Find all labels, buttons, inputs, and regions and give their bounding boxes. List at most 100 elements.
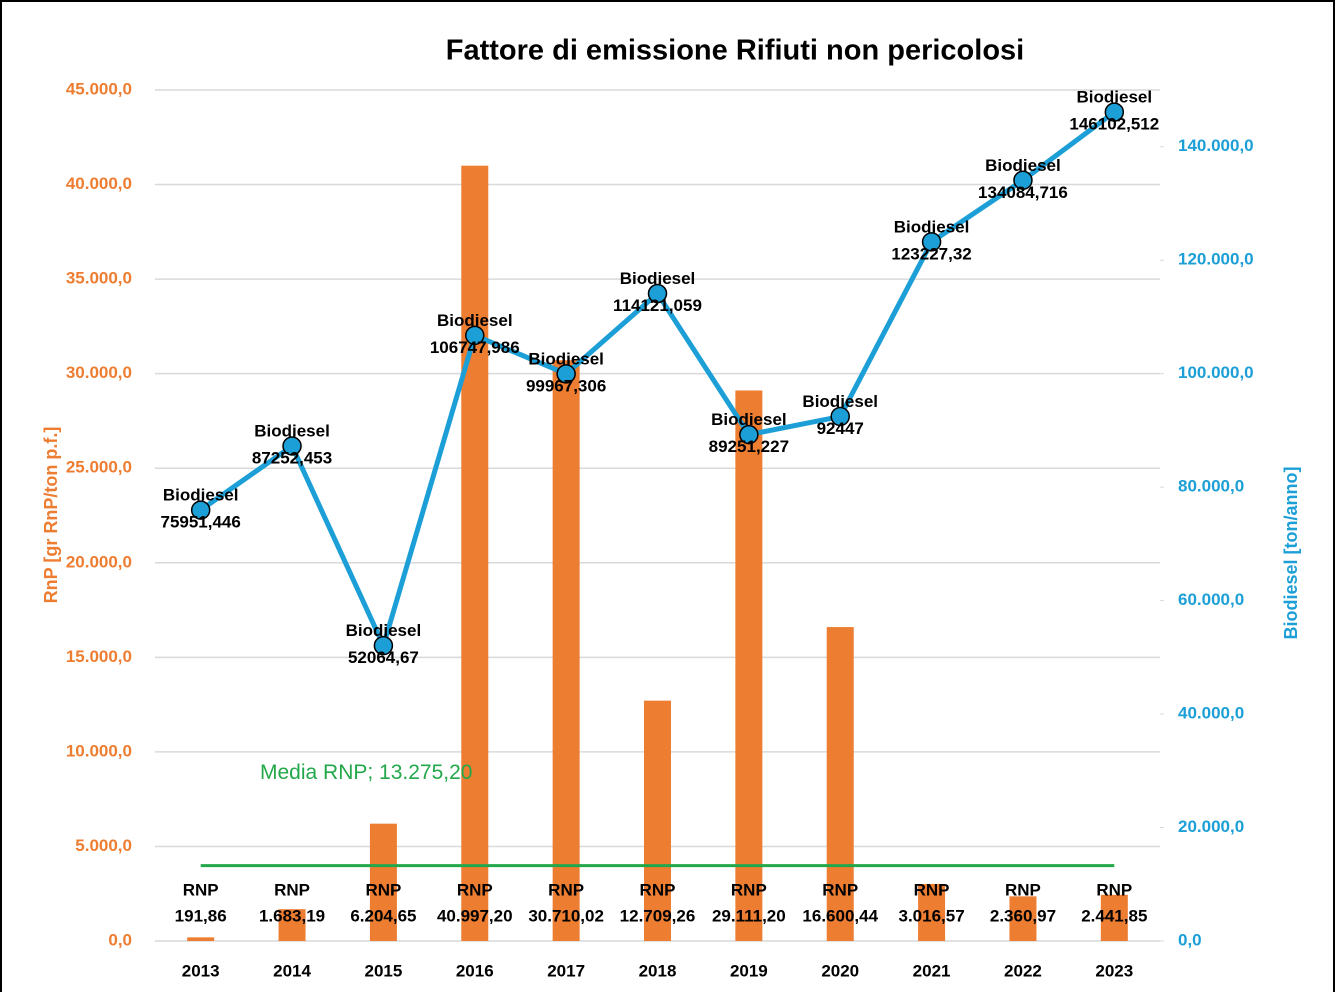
x-tick-label: 2022 — [1004, 961, 1042, 980]
x-tick-label: 2020 — [821, 961, 859, 980]
line-label-name: Biodiesel — [437, 311, 513, 330]
line-label-name: Biodiesel — [346, 621, 422, 640]
line-marker — [921, 232, 942, 252]
bar — [1009, 896, 1037, 941]
bar-label-name: RNP — [548, 880, 584, 899]
line-label-name: Biodiesel — [528, 349, 604, 368]
bar-value-label: 191,86 — [175, 906, 227, 925]
y2-tick-label: 60.000,0 — [1178, 590, 1244, 609]
line-marker — [739, 424, 759, 445]
line-label-name: Biodiesel — [1077, 88, 1153, 107]
line-value-label: 52064,67 — [348, 648, 419, 667]
y-tick-label: 15.000,0 — [66, 647, 132, 666]
y-tick-label: 10.000,0 — [66, 741, 132, 760]
line-label-name: Biodiesel — [620, 269, 696, 288]
bar — [278, 909, 306, 941]
line-marker — [373, 635, 394, 656]
bar-value-label: 16.600,44 — [802, 906, 878, 925]
bar — [187, 937, 215, 941]
y2-tick-label: 80.000,0 — [1178, 477, 1244, 496]
line-marker — [556, 364, 576, 384]
line-value-label: 89251,227 — [709, 437, 789, 456]
bar-value-label: 2.360,97 — [990, 906, 1056, 925]
y2-tick-label: 40.000,0 — [1178, 704, 1244, 723]
reference-line-value: 13.275,20 — [379, 761, 472, 784]
bar — [826, 627, 854, 941]
line-marker — [465, 325, 485, 346]
bar-label-name: RNP — [1005, 880, 1041, 899]
y2-tick-label: 120.000,0 — [1178, 250, 1254, 269]
line-label-name: Biodiesel — [254, 421, 330, 440]
bar-value-label: 29.111,20 — [712, 906, 786, 925]
x-tick-label: 2014 — [273, 961, 311, 980]
line-label-name: Biodiesel — [985, 156, 1061, 175]
y-tick-label: 0,0 — [108, 930, 132, 949]
line-value-label: 99967,306 — [526, 376, 606, 395]
x-tick-label: 2013 — [182, 961, 220, 980]
x-tick-label: 2021 — [913, 961, 951, 980]
line-marker — [190, 500, 211, 520]
line-value-label: 134084,716 — [978, 183, 1068, 202]
line-value-label: 75951,446 — [160, 513, 240, 532]
bar-value-label: 1.683,19 — [259, 906, 325, 925]
line-value-label: 87252,453 — [252, 448, 332, 467]
y-tick-label: 5.000,0 — [75, 836, 132, 855]
bar-label-name: RNP — [457, 880, 493, 899]
y2-tick-label: 100.000,0 — [1178, 363, 1254, 382]
line-marker — [1104, 102, 1125, 122]
line-label-name: Biodiesel — [711, 410, 787, 429]
bar-value-label: 6.204,65 — [350, 906, 416, 925]
line-marker — [282, 436, 302, 456]
y-axis-label: RnP [gr RnP/ton p.f.] — [41, 427, 61, 604]
y-tick-label: 25.000,0 — [66, 458, 132, 477]
line-marker — [647, 283, 668, 304]
x-tick-label: 2023 — [1095, 961, 1133, 980]
bar-label-name: RNP — [1096, 880, 1132, 899]
reference-line-name: Media RNP — [260, 761, 367, 784]
bar-label-name: RNP — [274, 880, 310, 899]
bar-label-name: RNP — [183, 880, 219, 899]
bar — [644, 700, 671, 941]
bar-value-label: 30.710,02 — [528, 906, 604, 925]
y2-tick-label: 0,0 — [1178, 930, 1202, 949]
y-tick-label: 20.000,0 — [66, 552, 132, 571]
bar — [552, 360, 580, 942]
bar — [918, 883, 946, 941]
x-tick-label: 2015 — [364, 961, 402, 980]
bar-label-name: RNP — [822, 880, 858, 899]
reference-line-label: Media RNP; 13.275,20 — [260, 761, 472, 784]
line-marker — [830, 406, 850, 427]
y2-axis-label: Biodiesel [ton/anno] — [1281, 467, 1301, 640]
bar-label-name: RNP — [640, 880, 676, 899]
x-tick-label: 2016 — [456, 961, 494, 980]
line-label-name: Biodiesel — [163, 486, 239, 505]
bar-label-name: RNP — [914, 880, 950, 899]
line-label-name: Biodiesel — [894, 217, 970, 236]
chart-title: Fattore di emissione Rifiuti non pericol… — [446, 35, 1024, 67]
line-value-label: 146102,512 — [1069, 115, 1159, 134]
line-value-label: 114121,059 — [613, 296, 702, 315]
bar-label-name: RNP — [731, 880, 767, 899]
y-tick-label: 45.000,0 — [66, 79, 132, 98]
y-tick-label: 35.000,0 — [66, 269, 132, 288]
line-value-label: 123227,32 — [891, 244, 971, 263]
bar — [461, 165, 489, 942]
bar — [1100, 894, 1128, 941]
x-tick-label: 2017 — [547, 961, 585, 980]
y-tick-label: 30.000,0 — [66, 363, 132, 382]
line-value-label: 92447 — [817, 419, 864, 438]
bar — [369, 823, 397, 941]
y2-tick-label: 20.000,0 — [1178, 817, 1244, 836]
line-marker — [1013, 170, 1033, 191]
bar-label-name: RNP — [365, 880, 401, 899]
y-tick-label: 40.000,0 — [66, 174, 132, 193]
x-tick-label: 2018 — [639, 961, 677, 980]
x-tick-label: 2019 — [730, 961, 768, 980]
bar-value-label: 40.997,20 — [437, 906, 513, 925]
line-label-name: Biodiesel — [802, 392, 878, 411]
line-value-label: 106747,986 — [430, 338, 520, 357]
bar-value-label: 12.709,26 — [620, 906, 696, 925]
bar — [735, 390, 763, 941]
bar-value-label: 2.441,85 — [1081, 906, 1147, 925]
